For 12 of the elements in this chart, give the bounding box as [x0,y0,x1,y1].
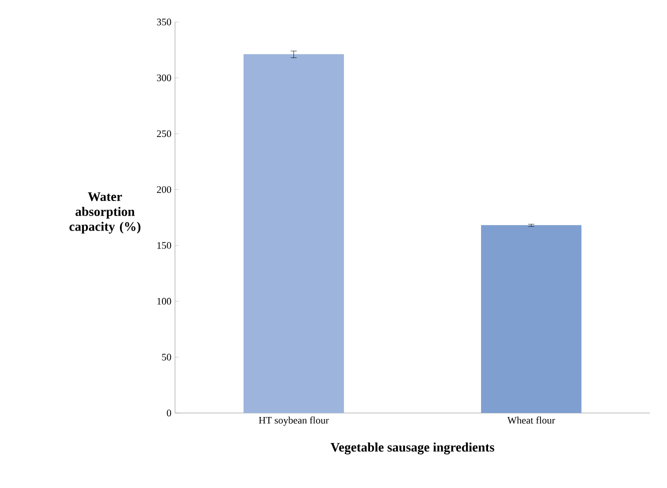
y-tick-label: 100 [157,298,172,305]
y-tick-label: 200 [156,186,172,193]
x-axis-title: Vegetable sausage ingredients [330,442,494,454]
y-tick-label: 300 [157,74,172,82]
y-tick-label: 150 [157,242,172,249]
y-tick-label: 350 [157,18,172,26]
y-axis-title: Water absorption capacity (%) [69,192,140,234]
x-tick-label: Wheat flour [507,416,556,424]
y-tick-label: 50 [162,354,172,360]
x-tick-label: HT soybean flour [258,416,329,426]
y-tick-label: 250 [156,130,172,138]
y-tick-label: 0 [166,410,172,416]
